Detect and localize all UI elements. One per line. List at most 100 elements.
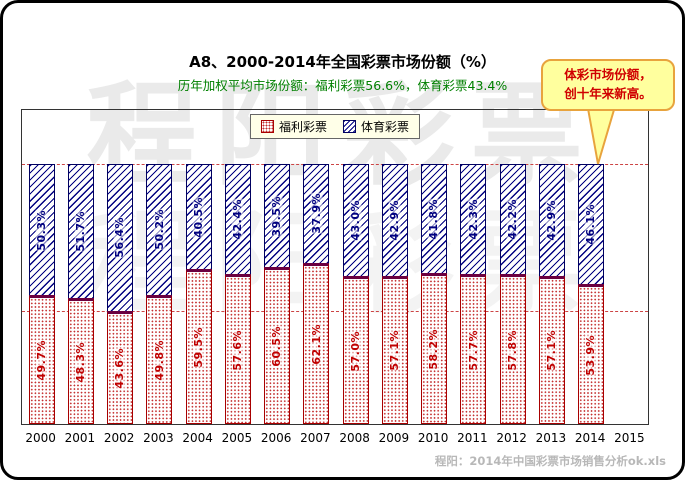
value-label-sports-2001: 51.7% (74, 211, 88, 253)
source-note: 程阳：2014年中国彩票市场销售分析ok.xls (434, 454, 666, 468)
value-label-welfare-2002: 43.6% (113, 347, 127, 389)
x-axis-label-2011: 2011 (457, 431, 488, 445)
value-label-welfare-2010: 58.2% (427, 328, 441, 370)
bar-segment-welfare-2014: 53.9% (578, 283, 605, 424)
value-label-sports-2005: 42.4% (231, 199, 245, 240)
value-label-welfare-2012: 57.8% (505, 329, 519, 371)
legend: 福利彩票 体育彩票 (249, 114, 421, 139)
bar-segment-welfare-2008: 57.0% (342, 275, 369, 424)
value-label-welfare-2009: 57.1% (388, 330, 402, 372)
value-label-welfare-2006: 60.5% (270, 326, 284, 367)
bar-segment-sports-2006: 39.5% (264, 164, 291, 267)
chart-subtitle: 历年加权平均市场份额：福利彩票56.6%，体育彩票43.4% (177, 78, 508, 93)
value-label-welfare-2004: 59.5% (191, 327, 205, 368)
x-axis-label-2010: 2010 (417, 431, 449, 445)
bar-2012: 42.2% 57.8% (499, 164, 526, 424)
value-label-welfare-2000: 49.7% (34, 340, 48, 381)
value-label-sports-2000: 50.3% (34, 209, 48, 251)
value-label-welfare-2008: 57.0% (348, 330, 362, 372)
bar-segment-welfare-2005: 57.6% (224, 274, 251, 424)
value-label-sports-2009: 42.9% (388, 199, 402, 241)
bar-2011: 42.3% 57.7% (460, 164, 487, 424)
value-label-sports-2011: 42.3% (466, 199, 480, 240)
bar-segment-sports-2001: 51.7% (67, 164, 94, 299)
value-label-sports-2010: 41.8% (427, 198, 441, 240)
x-axis-label-2014: 2014 (574, 431, 606, 445)
bar-2007: 37.9% 62.1% (303, 164, 330, 424)
bar-segment-welfare-2007: 62.1% (303, 262, 330, 424)
reference-line-43.4 (22, 311, 648, 313)
bars-layer: 50.3% 49.7% 51.7% 48.3% 56.4% 43.6% 50.2% 49.8%… (22, 110, 648, 424)
x-axis-label-2007: 2007 (300, 431, 331, 445)
x-axis-label-2003: 2003 (143, 431, 174, 445)
bar-segment-sports-2004: 40.5% (185, 164, 212, 270)
bar-2001: 51.7% 48.3% (67, 164, 94, 424)
x-axis-label-2004: 2004 (182, 431, 213, 445)
bar-segment-welfare-2003: 49.8% (146, 294, 173, 424)
legend-label-sports: 体育彩票 (361, 120, 410, 134)
value-label-welfare-2005: 57.6% (231, 329, 245, 371)
bar-2009: 42.9% 57.1% (381, 164, 408, 424)
bar-segment-welfare-2010: 58.2% (421, 272, 448, 424)
bar-segment-sports-2005: 42.4% (224, 164, 251, 275)
bar-2008: 43.0% 57.0% (342, 164, 369, 424)
bar-2005: 42.4% 57.6% (224, 164, 251, 424)
x-axis-label-2013: 2013 (535, 431, 567, 445)
value-label-welfare-2001: 48.3% (74, 341, 88, 383)
value-label-welfare-2013: 57.1% (545, 330, 559, 372)
callout-annotation: 体彩市场份额， 创十年来新高。 (541, 59, 675, 111)
reference-line-100 (22, 164, 648, 165)
plot-area: 50.3% 49.7% 51.7% 48.3% 56.4% 43.6% 50.2% 49.8%… (21, 109, 649, 425)
value-label-sports-2002: 56.4% (113, 217, 127, 259)
bar-segment-sports-2009: 42.9% (381, 164, 408, 276)
bar-segment-welfare-2012: 57.8% (499, 273, 526, 424)
bar-segment-welfare-2001: 48.3% (67, 298, 94, 424)
value-label-sports-2012: 42.2% (505, 199, 519, 240)
sports-hatch-swatch-icon (343, 120, 356, 133)
bar-segment-welfare-2013: 57.1% (538, 275, 565, 424)
value-label-sports-2006: 39.5% (270, 195, 284, 237)
x-axis-label-2009: 2009 (378, 431, 410, 445)
x-axis-label-2012: 2012 (496, 431, 527, 445)
x-axis-label-2006: 2006 (260, 431, 292, 445)
bar-segment-sports-2003: 50.2% (146, 164, 173, 295)
bar-2010: 41.8% 58.2% (421, 164, 448, 424)
value-label-welfare-2003: 49.8% (152, 339, 166, 381)
x-axis-label-2000: 2000 (25, 431, 56, 445)
bar-2002: 56.4% 43.6% (107, 164, 134, 424)
value-label-sports-2003: 50.2% (152, 209, 166, 251)
value-label-sports-2008: 43.0% (348, 200, 362, 241)
value-label-welfare-2011: 57.7% (466, 329, 480, 371)
bar-segment-sports-2002: 56.4% (107, 164, 134, 311)
value-label-sports-2014: 46.1% (584, 204, 598, 245)
value-label-welfare-2007: 62.1% (309, 323, 323, 365)
bar-segment-welfare-2002: 43.6% (107, 310, 134, 424)
bar-segment-welfare-2006: 60.5% (264, 266, 291, 424)
value-label-sports-2013: 42.9% (545, 199, 559, 241)
bar-segment-sports-2014: 46.1% (578, 164, 605, 284)
callout-line-2: 创十年来新高。 (564, 85, 652, 101)
bar-2003: 50.2% 49.8% (146, 164, 173, 424)
bar-2004: 40.5% 59.5% (185, 164, 212, 424)
x-axis-label-2001: 2001 (64, 431, 96, 445)
legend-label-welfare: 福利彩票 (278, 120, 327, 134)
x-axis-label-2005: 2005 (221, 431, 253, 445)
welfare-hatch-swatch-icon (260, 120, 274, 133)
bar-segment-welfare-2009: 57.1% (381, 275, 408, 424)
bar-segment-welfare-2004: 59.5% (185, 269, 212, 424)
bar-2006: 39.5% 60.5% (264, 164, 291, 424)
legend-item-sports: 体育彩票 (343, 118, 409, 135)
bar-2014: 46.1% 53.9% (578, 164, 605, 424)
x-axis-label-2002: 2002 (103, 431, 135, 445)
bar-segment-welfare-2000: 49.7% (28, 294, 55, 424)
bar-segment-sports-2000: 50.3% (28, 164, 55, 295)
bar-segment-welfare-2011: 57.7% (460, 273, 487, 424)
gridlines-layer (22, 110, 648, 424)
chart-title: A8、2000-2014年全国彩票市场份额（%） (189, 53, 496, 71)
bar-segment-sports-2008: 43.0% (342, 164, 369, 276)
value-label-sports-2007: 37.9% (309, 193, 323, 235)
legend-item-welfare: 福利彩票 (260, 118, 327, 135)
value-label-sports-2004: 40.5% (191, 196, 205, 238)
bar-segment-sports-2007: 37.9% (303, 164, 330, 263)
